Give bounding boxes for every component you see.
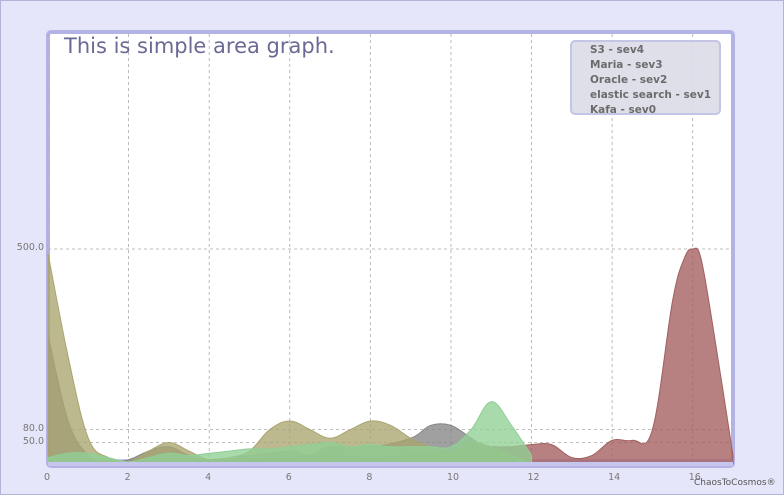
x-tick-label-2: 4: [205, 472, 212, 483]
y-tick-label-2: 500.0: [16, 242, 44, 253]
legend: S3 - sev4 Maria - sev3 Oracle - sev2 ela…: [570, 40, 721, 116]
x-tick-label-7: 14: [608, 472, 621, 483]
legend-item-kafa: Kafa - sev0: [590, 104, 657, 116]
y-tick-label-0: 50.0: [22, 435, 44, 447]
x-tick-label-8: 16: [688, 472, 701, 483]
y-tick-label-1: 80.0: [22, 422, 44, 434]
x-tick-label-3: 6: [285, 472, 292, 483]
credit-label: ChaosToCosmos®: [694, 478, 776, 488]
legend-item-s3: S3 - sev4: [590, 44, 645, 56]
x-tick-label-0: 0: [44, 472, 51, 483]
chart-title: This is simple area graph.: [64, 34, 335, 58]
legend-item-elastic-search: elastic search - sev1: [590, 89, 712, 101]
x-tick-label-6: 12: [527, 472, 540, 483]
area-kafa-sev0: [47, 401, 532, 465]
x-tick-label-4: 8: [366, 472, 373, 483]
legend-item-oracle: Oracle - sev2: [590, 74, 668, 86]
x-tick-label-5: 10: [446, 472, 460, 483]
x-tick-label-1: 2: [124, 472, 131, 483]
legend-item-maria: Maria - sev3: [590, 59, 663, 71]
